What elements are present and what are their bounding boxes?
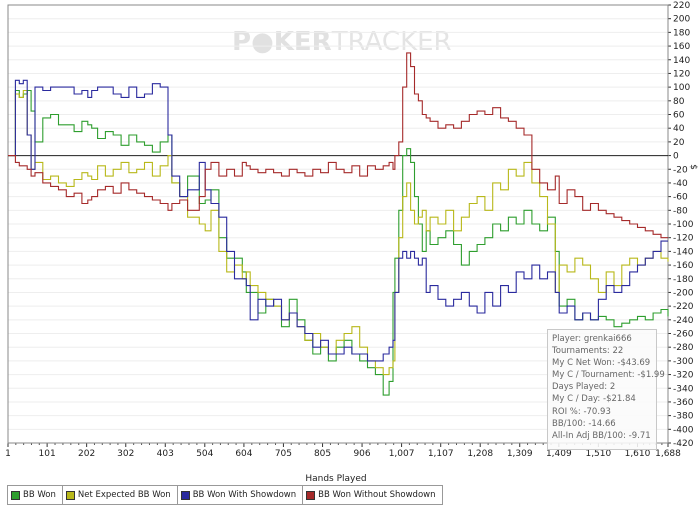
legend-swatch-without-showdown xyxy=(306,490,316,500)
stat-days-played: Days Played: 2 xyxy=(552,382,616,393)
x-axis-title: Hands Played xyxy=(305,474,366,484)
y-tick-label: 160 xyxy=(673,42,690,52)
x-tick-label: 604 xyxy=(235,449,252,459)
y-tick-label: -100 xyxy=(673,220,694,230)
x-tick-label: 705 xyxy=(275,449,292,459)
x-tick-label: 1 xyxy=(5,449,11,459)
y-tick-label: -200 xyxy=(673,288,694,298)
legend-label: BB Won xyxy=(23,490,56,500)
y-tick-label: -260 xyxy=(673,330,694,340)
legend-swatch-with-showdown xyxy=(180,490,190,500)
watermark-o: ● xyxy=(251,27,274,57)
x-tick-label: 1,510 xyxy=(585,449,611,459)
x-tick-label: 1,688 xyxy=(655,449,681,459)
legend-swatch-bb-won xyxy=(11,490,20,500)
x-tick-label: 805 xyxy=(314,449,331,459)
x-tick-label: 101 xyxy=(39,449,56,459)
y-tick-label: 180 xyxy=(673,28,690,38)
y-tick-label: -300 xyxy=(673,357,694,367)
y-tick-label: -80 xyxy=(673,206,688,216)
y-tick-label: -140 xyxy=(673,247,694,257)
y-tick-label: 40 xyxy=(673,124,685,134)
y-tick-label: -240 xyxy=(673,316,694,326)
y-tick-label: 220 xyxy=(673,1,690,11)
plot-frame xyxy=(7,4,669,444)
y-tick-label: -360 xyxy=(673,398,694,408)
y-tick-label: 20 xyxy=(673,138,685,148)
x-tick-label: 906 xyxy=(353,449,370,459)
stat-bb100: BB/100: -14.66 xyxy=(552,418,616,429)
y-tick-label: -60 xyxy=(673,193,688,203)
player-stats-box: Player: grenkai666 Tournaments: 22 My C … xyxy=(547,329,665,450)
stat-allin-bb100: All-In Adj BB/100: -9.71 xyxy=(552,430,651,441)
x-tick-label: 504 xyxy=(196,449,213,459)
x-tick-label: 1,309 xyxy=(507,449,533,459)
stat-roi: ROI %: -70.93 xyxy=(552,406,611,417)
x-tick-label: 1,208 xyxy=(467,449,493,459)
x-tick-label: 202 xyxy=(78,449,95,459)
poker-tracker-watermark: P●KERTRACKER xyxy=(232,27,452,57)
y-tick-label: -400 xyxy=(673,425,694,435)
x-tick-label: 302 xyxy=(117,449,134,459)
y-tick-label: -120 xyxy=(673,234,694,244)
series-line-net-expected-bb-won xyxy=(8,89,669,376)
y-tick-label: -280 xyxy=(673,343,694,353)
legend-item-without-showdown[interactable]: BB Won Without Showdown xyxy=(303,486,441,504)
y-tick-label: -20 xyxy=(673,165,688,175)
chart-grid xyxy=(8,4,668,444)
x-tick-label: 403 xyxy=(157,449,174,459)
stat-player: Player: grenkai666 xyxy=(552,334,632,344)
y-tick-label: 100 xyxy=(673,83,690,93)
stat-tournaments: Tournaments: 22 xyxy=(552,346,624,357)
legend-item-net-expected[interactable]: Net Expected BB Won xyxy=(63,486,178,504)
y-axis-title: $ xyxy=(688,164,698,170)
stat-net-won: My C Net Won: -$43.69 xyxy=(552,358,651,369)
x-tick-label: 1,610 xyxy=(625,449,651,459)
y-tick-label: 60 xyxy=(673,111,685,121)
chart-axes: 220200180160140120100806040200-20-40-60-… xyxy=(5,1,694,459)
legend-swatch-net-expected xyxy=(65,490,75,500)
y-tick-label: 140 xyxy=(673,56,690,66)
y-tick-label: 120 xyxy=(673,69,690,79)
x-tick-label: 1,007 xyxy=(389,449,415,459)
y-tick-label: -340 xyxy=(673,384,694,394)
y-tick-label: 200 xyxy=(673,15,690,25)
y-tick-label: 0 xyxy=(673,152,679,162)
y-tick-label: -420 xyxy=(673,439,694,449)
x-tick-label: 1,107 xyxy=(428,449,454,459)
y-tick-label: 80 xyxy=(673,97,685,107)
legend-item-bb-won[interactable]: BB Won xyxy=(8,486,63,504)
series-line-bb-won-without-showdown xyxy=(8,52,668,239)
chart-series xyxy=(8,52,669,396)
x-tick-label: 1,409 xyxy=(546,449,572,459)
legend-label: Net Expected BB Won xyxy=(77,490,171,500)
watermark-ker: KER xyxy=(274,27,332,57)
series-line-bb-won-with-showdown xyxy=(8,79,668,362)
legend-label: BB Won Without Showdown xyxy=(318,490,436,500)
stat-per-day: My C / Day: -$21.84 xyxy=(552,394,636,405)
y-tick-label: -180 xyxy=(673,275,694,285)
stat-per-tournament: My C / Tournament: -$1.99 xyxy=(552,370,665,381)
y-tick-label: -160 xyxy=(673,261,694,271)
watermark-tracker: TRACKER xyxy=(331,27,452,57)
y-tick-label: -320 xyxy=(673,371,694,381)
svg-text:P●KERTRACKER: P●KERTRACKER xyxy=(232,27,452,57)
legend-item-with-showdown[interactable]: BB Won With Showdown xyxy=(178,486,304,504)
chart-legend: BB Won Net Expected BB Won BB Won With S… xyxy=(7,485,443,505)
watermark-p: P xyxy=(232,27,251,57)
y-tick-label: -220 xyxy=(673,302,694,312)
y-tick-label: -380 xyxy=(673,412,694,422)
legend-label: BB Won With Showdown xyxy=(192,490,297,500)
y-tick-label: -40 xyxy=(673,179,688,189)
